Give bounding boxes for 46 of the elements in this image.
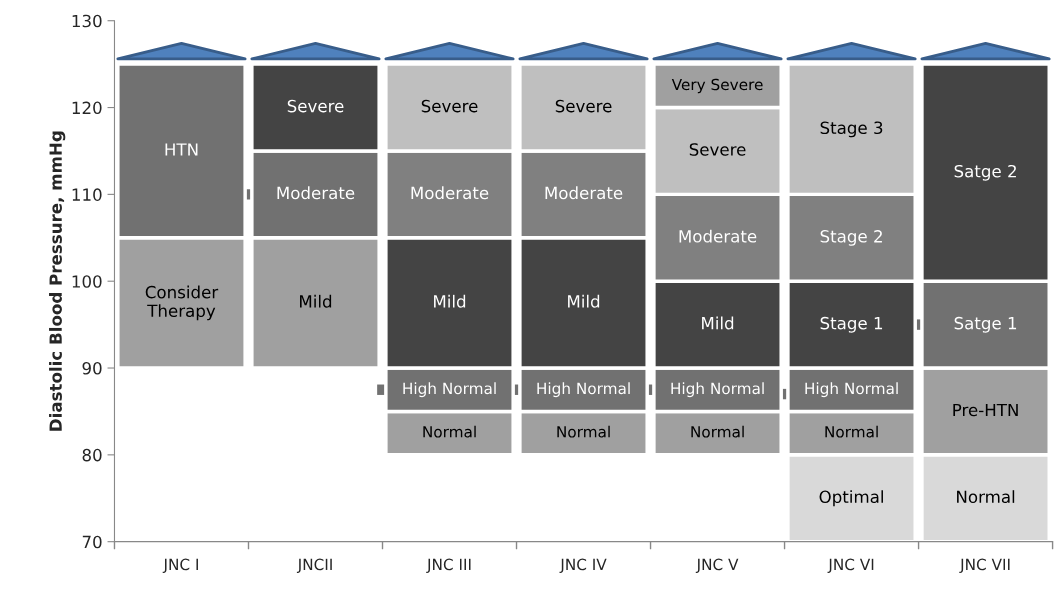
data-label: Moderate [277,186,355,200]
y-tick-label: 110 [72,188,102,201]
data-label: Consider Therapy [145,285,219,321]
data-label: High Normal [805,382,898,398]
y-tick-label: 80 [82,448,102,462]
y-tick-label: 130 [72,14,102,28]
y-tick-label: 100 [72,275,102,288]
data-label: Stage 1 [820,316,883,333]
data-label: Pre-HTN [953,403,1018,417]
data-label: Optimal [819,490,883,507]
data-label: High Normal [671,382,764,398]
x-tick-label: JNC I [162,558,198,574]
data-label: Severe [555,99,612,113]
y-tick-label: 120 [72,101,102,115]
data-label: Stage 3 [820,121,883,138]
x-tick-label: JNC VII [959,558,1010,574]
data-label: Normal [423,425,476,438]
data-label: Moderate [545,186,623,200]
data-label: Mild [434,294,466,308]
data-label: Normal [691,425,744,438]
data-label: Normal [557,425,610,438]
data-label: Severe [689,143,746,156]
x-tick-label: JNC VI [827,558,874,574]
data-label: Satge 1 [954,316,1017,333]
data-label: Moderate [679,229,757,243]
data-label: Mild [300,294,332,308]
x-tick-label: JNCII [296,558,332,574]
data-label: High Normal [537,382,630,398]
data-label: Stage 2 [820,230,882,246]
data-label: Very Severe [671,78,763,94]
y-axis-title: Diastolic Blood Pressure, mmHg [49,131,66,431]
x-tick-label: JNC V [695,558,739,574]
data-label: Satge 2 [954,164,1016,181]
y-tick-label: 90 [82,361,102,375]
data-label: Moderate [411,186,489,200]
data-label: Normal [957,490,1015,504]
data-label: High Normal [403,382,496,398]
data-label: Mild [702,316,734,330]
x-tick-label: JNC III [426,558,471,574]
data-label: Severe [287,99,344,113]
y-tick-label: 70 [82,535,102,549]
data-label: Mild [568,294,600,308]
x-tick-label: JNC IV [559,558,607,574]
data-label: Normal [825,425,878,438]
data-label: HTN [165,143,198,156]
data-label: Severe [421,99,478,113]
